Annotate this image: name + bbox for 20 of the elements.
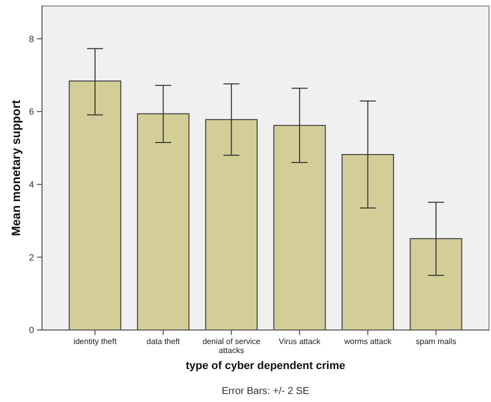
bar <box>273 124 326 330</box>
bar <box>205 119 258 330</box>
y-tick-label: 4 <box>28 180 34 190</box>
x-tick-label: worms attack <box>343 337 392 346</box>
bar <box>342 154 394 330</box>
y-tick-label: 8 <box>28 34 34 44</box>
x-axis-title: type of cyber dependent crime <box>186 360 346 372</box>
y-tick-label: 6 <box>28 106 34 117</box>
bar <box>68 80 122 330</box>
x-tick-label: denial of service attacks <box>202 337 261 355</box>
text: Error Bars: +/- 2 SE <box>222 386 310 397</box>
bar <box>136 113 190 330</box>
y-tick-label: 2 <box>28 252 34 262</box>
y-tick-label: 0 <box>28 325 34 336</box>
y-axis-title: Mean monetary support <box>9 100 23 236</box>
x-tick-label: Virus attack <box>278 337 322 346</box>
bar <box>410 238 462 330</box>
x-tick-label: identity theft <box>73 337 118 346</box>
x-tick-label: data theft <box>146 337 181 346</box>
x-tick-label: spam mails <box>416 337 456 346</box>
